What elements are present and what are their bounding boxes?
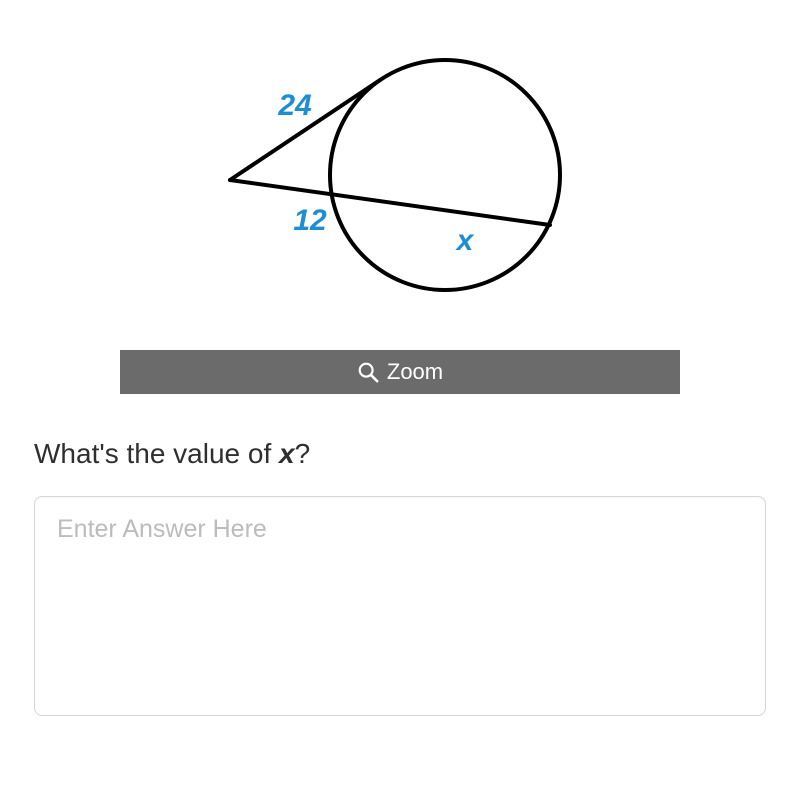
zoom-label: Zoom: [387, 359, 443, 385]
question-variable: x: [279, 438, 295, 469]
answer-placeholder: Enter Answer Here: [57, 515, 743, 544]
svg-text:12: 12: [293, 204, 327, 237]
page: 24 12 x Zoom What's the value of x? Enter …: [0, 0, 800, 801]
question-text: What's the value of x?: [34, 438, 800, 470]
question-suffix: ?: [295, 438, 311, 469]
magnifier-icon: [357, 361, 379, 383]
answer-input[interactable]: Enter Answer Here: [34, 496, 766, 716]
question-prefix: What's the value of: [34, 438, 279, 469]
geometry-diagram: 24 12 x: [165, 20, 635, 330]
diagram-area: 24 12 x: [0, 0, 800, 350]
svg-text:x: x: [455, 224, 475, 257]
svg-text:24: 24: [277, 89, 312, 122]
zoom-button[interactable]: Zoom: [120, 350, 680, 394]
